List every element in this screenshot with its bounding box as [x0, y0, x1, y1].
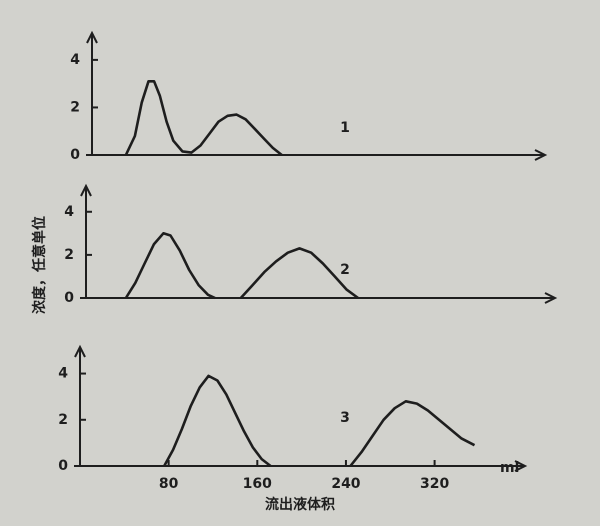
y-tick-label: 4	[70, 52, 80, 68]
curve	[124, 232, 359, 300]
y-tick-label: 0	[70, 147, 80, 163]
x-tick-label: 80	[159, 476, 179, 492]
y-axis-label: 浓度，任意单位	[31, 216, 48, 314]
y-tick-label: 0	[58, 458, 68, 474]
x-tick-label: 320	[420, 476, 449, 492]
curve	[163, 374, 476, 468]
y-tick-label: 0	[64, 290, 74, 306]
y-axis	[74, 344, 86, 466]
x-axis	[74, 460, 528, 472]
x-axis	[80, 292, 558, 304]
y-tick-label: 2	[70, 99, 80, 115]
y-axis	[80, 183, 92, 298]
x-tick-label: 160	[243, 476, 272, 492]
panel-label: 2	[340, 262, 350, 278]
y-tick-label: 4	[58, 366, 68, 382]
y-tick-label: 2	[58, 412, 68, 428]
panel-label: 3	[340, 410, 350, 426]
curve	[124, 80, 283, 157]
panel-label: 1	[340, 120, 350, 136]
x-tick-label: 240	[331, 476, 360, 492]
x-axis	[86, 149, 548, 161]
y-tick-label: 4	[64, 204, 74, 220]
y-axis	[86, 30, 98, 155]
y-tick-label: 2	[64, 247, 74, 263]
x-unit: ml	[500, 460, 519, 476]
x-axis-label: 流出液体积	[265, 496, 335, 513]
